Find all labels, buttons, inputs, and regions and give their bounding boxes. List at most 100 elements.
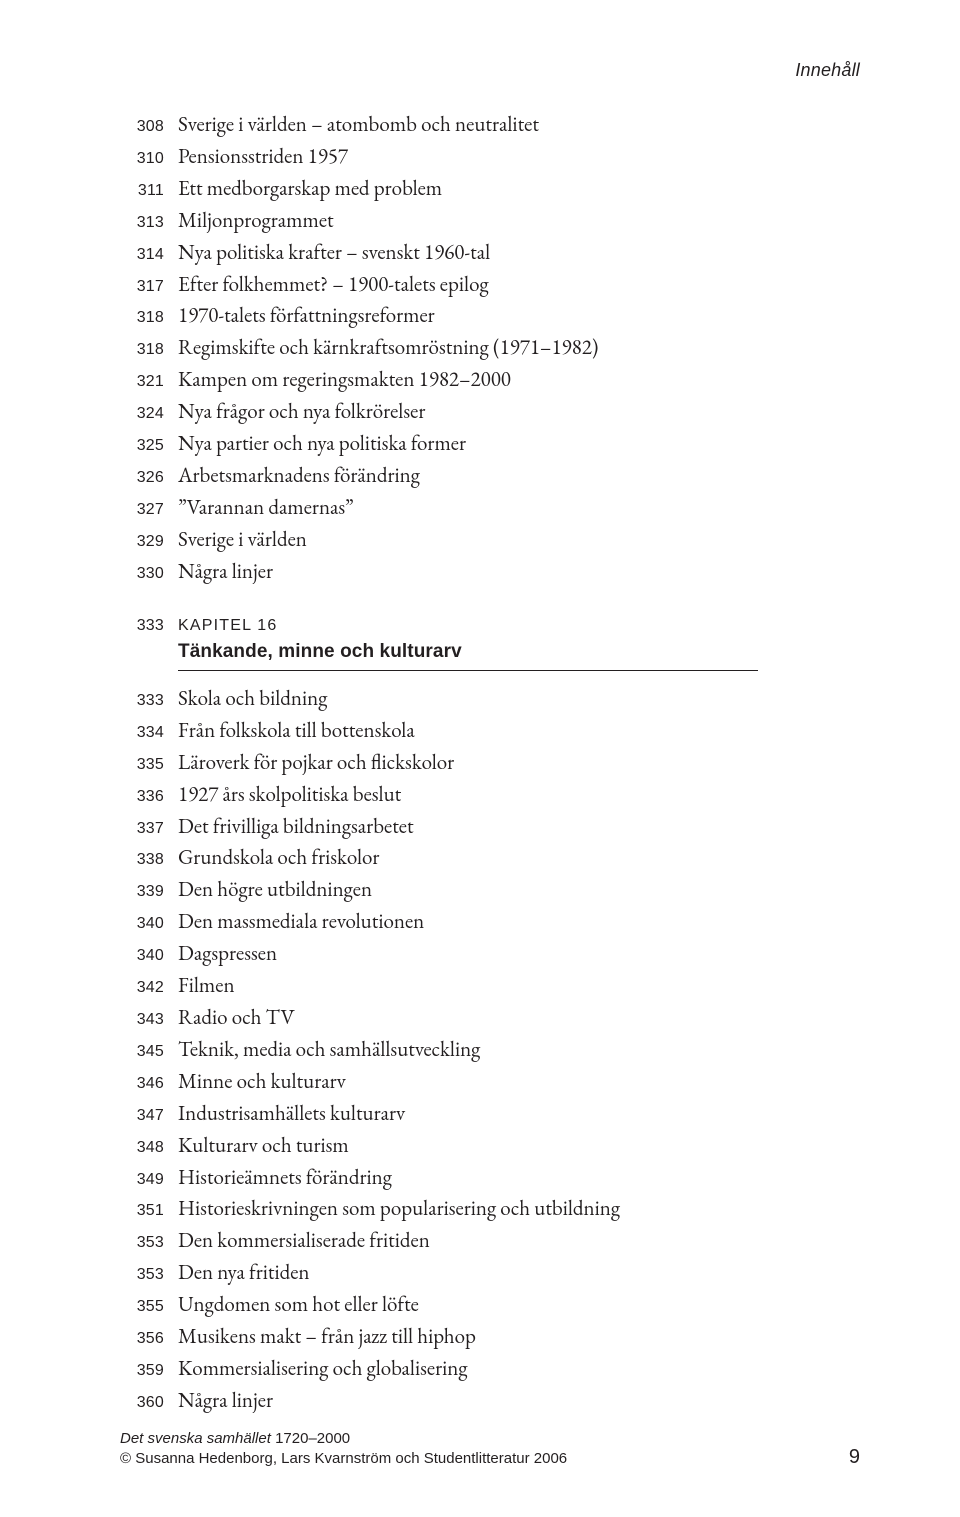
- toc-page-number: 333: [120, 689, 178, 713]
- chapter-rule: [178, 670, 758, 671]
- toc-entry: 355Ungdomen som hot eller löfte: [120, 1289, 860, 1321]
- toc-entry: 313Miljonprogrammet: [120, 205, 860, 237]
- toc-entry-title: Ett medborgarskap med problem: [178, 173, 860, 205]
- toc-page-number: 324: [120, 402, 178, 426]
- toc-entry-title: Regimskifte och kärnkraftsomröstning (19…: [178, 332, 860, 364]
- toc-section-2: 333Skola och bildning334Från folkskola t…: [120, 683, 860, 1417]
- toc-entry-title: Pensionsstriden 1957: [178, 141, 860, 173]
- chapter-title: Tänkande, minne och kulturarv: [178, 641, 860, 663]
- toc-entry-title: Nya partier och nya politiska former: [178, 428, 860, 460]
- footer-page-number: 9: [849, 1446, 860, 1469]
- toc-page-number: 356: [120, 1327, 178, 1351]
- toc-entry: 330Några linjer: [120, 556, 860, 588]
- toc-entry: 339Den högre utbildningen: [120, 874, 860, 906]
- toc-page-number: 310: [120, 147, 178, 171]
- toc-entry-title: ”Varannan damernas”: [178, 492, 860, 524]
- toc-entry-title: Dagspressen: [178, 938, 860, 970]
- toc-entry: 345Teknik, media och samhällsutveckling: [120, 1034, 860, 1066]
- toc-entry-title: Teknik, media och samhällsutveckling: [178, 1034, 860, 1066]
- toc-entry-title: Miljonprogrammet: [178, 205, 860, 237]
- toc-entry: 321Kampen om regeringsmakten 1982–2000: [120, 364, 860, 396]
- toc-entry-title: Den massmediala revolutionen: [178, 906, 860, 938]
- toc-page-number: 313: [120, 211, 178, 235]
- toc-entry-title: Kulturarv och turism: [178, 1130, 860, 1162]
- toc-entry: 335Läroverk för pojkar och flickskolor: [120, 747, 860, 779]
- toc-entry: 324Nya frågor och nya folkrörelser: [120, 396, 860, 428]
- toc-entry: 337Det frivilliga bildningsarbetet: [120, 811, 860, 843]
- toc-section-1: 308Sverige i världen – atombomb och neut…: [120, 109, 860, 588]
- toc-entry: 340Den massmediala revolutionen: [120, 906, 860, 938]
- toc-page-number: 326: [120, 466, 178, 490]
- toc-entry-title: Den kommersialiserade fritiden: [178, 1225, 860, 1257]
- toc-page-number: 340: [120, 912, 178, 936]
- toc-entry-title: Från folkskola till bottenskola: [178, 715, 860, 747]
- toc-entry-title: Den nya fritiden: [178, 1257, 860, 1289]
- toc-entry: 338Grundskola och friskolor: [120, 842, 860, 874]
- toc-entry: 325Nya partier och nya politiska former: [120, 428, 860, 460]
- toc-entry: 360Några linjer: [120, 1385, 860, 1417]
- toc-entry: 353Den nya fritiden: [120, 1257, 860, 1289]
- toc-page-number: 343: [120, 1008, 178, 1032]
- toc-entry: 334Från folkskola till bottenskola: [120, 715, 860, 747]
- footer-book-years: 1720–2000: [271, 1430, 350, 1447]
- toc-entry-title: Grundskola och friskolor: [178, 842, 860, 874]
- toc-page-number: 342: [120, 976, 178, 1000]
- toc-entry: 3181970-talets författningsreformer: [120, 300, 860, 332]
- toc-entry: 318Regimskifte och kärnkraftsomröstning …: [120, 332, 860, 364]
- toc-entry-title: Läroverk för pojkar och flickskolor: [178, 747, 860, 779]
- toc-entry-title: Skola och bildning: [178, 683, 860, 715]
- toc-entry-title: Den högre utbildningen: [178, 874, 860, 906]
- toc-entry-title: 1927 års skolpolitiska beslut: [178, 779, 860, 811]
- toc-page-number: 337: [120, 817, 178, 841]
- page-footer: Det svenska samhället 1720–2000 © Susann…: [120, 1429, 860, 1470]
- toc-entry: 310Pensionsstriden 1957: [120, 141, 860, 173]
- toc-entry: 343Radio och TV: [120, 1002, 860, 1034]
- toc-entry-title: Musikens makt – från jazz till hiphop: [178, 1321, 860, 1353]
- toc-page-number: 338: [120, 848, 178, 872]
- toc-entry: 347Industrisamhällets kulturarv: [120, 1098, 860, 1130]
- toc-page-number: 351: [120, 1199, 178, 1223]
- toc-page-number: 308: [120, 115, 178, 139]
- running-head: Innehåll: [120, 60, 860, 81]
- chapter-label: KAPITEL 16: [178, 614, 860, 638]
- toc-page-number: 334: [120, 721, 178, 745]
- toc-page-number: 349: [120, 1168, 178, 1192]
- toc-entry-title: Sverige i världen: [178, 524, 860, 556]
- footer-left: Det svenska samhället 1720–2000 © Susann…: [120, 1429, 567, 1470]
- toc-entry: 353Den kommersialiserade fritiden: [120, 1225, 860, 1257]
- toc-page-number: 317: [120, 275, 178, 299]
- toc-entry-title: Filmen: [178, 970, 860, 1002]
- toc-entry-title: Radio och TV: [178, 1002, 860, 1034]
- toc-page-number: 321: [120, 370, 178, 394]
- toc-page-number: 311: [120, 179, 178, 203]
- toc-page-number: 327: [120, 498, 178, 522]
- toc-page-number: 353: [120, 1263, 178, 1287]
- toc-entry: 351Historieskrivningen som populariserin…: [120, 1193, 860, 1225]
- toc-entry-title: Minne och kulturarv: [178, 1066, 860, 1098]
- toc-page-number: 314: [120, 243, 178, 267]
- toc-entry: 340Dagspressen: [120, 938, 860, 970]
- toc-page-number: 330: [120, 562, 178, 586]
- toc-page-number: 346: [120, 1072, 178, 1096]
- toc-page-number: 359: [120, 1359, 178, 1383]
- toc-entry: 349Historieämnets förändring: [120, 1162, 860, 1194]
- toc-page-number: 339: [120, 880, 178, 904]
- toc-entry-title: Några linjer: [178, 1385, 860, 1417]
- toc-entry-title: Arbetsmarknadens förändring: [178, 460, 860, 492]
- toc-entry-title: Några linjer: [178, 556, 860, 588]
- toc-page-number: 318: [120, 338, 178, 362]
- toc-entry: 333Skola och bildning: [120, 683, 860, 715]
- toc-entry: 356Musikens makt – från jazz till hiphop: [120, 1321, 860, 1353]
- toc-entry: 317Efter folkhemmet? – 1900-talets epilo…: [120, 269, 860, 301]
- toc-entry: 3361927 års skolpolitiska beslut: [120, 779, 860, 811]
- toc-page-number: 353: [120, 1231, 178, 1255]
- chapter-page-number: 333: [120, 614, 178, 638]
- toc-page-number: 340: [120, 944, 178, 968]
- footer-book-title: Det svenska samhället: [120, 1430, 271, 1447]
- toc-entry-title: Kampen om regeringsmakten 1982–2000: [178, 364, 860, 396]
- toc-page-number: 347: [120, 1104, 178, 1128]
- toc-entry-title: Nya frågor och nya folkrörelser: [178, 396, 860, 428]
- footer-book-line: Det svenska samhället 1720–2000: [120, 1429, 567, 1449]
- toc-entry-title: Sverige i världen – atombomb och neutral…: [178, 109, 860, 141]
- toc-entry: 327”Varannan damernas”: [120, 492, 860, 524]
